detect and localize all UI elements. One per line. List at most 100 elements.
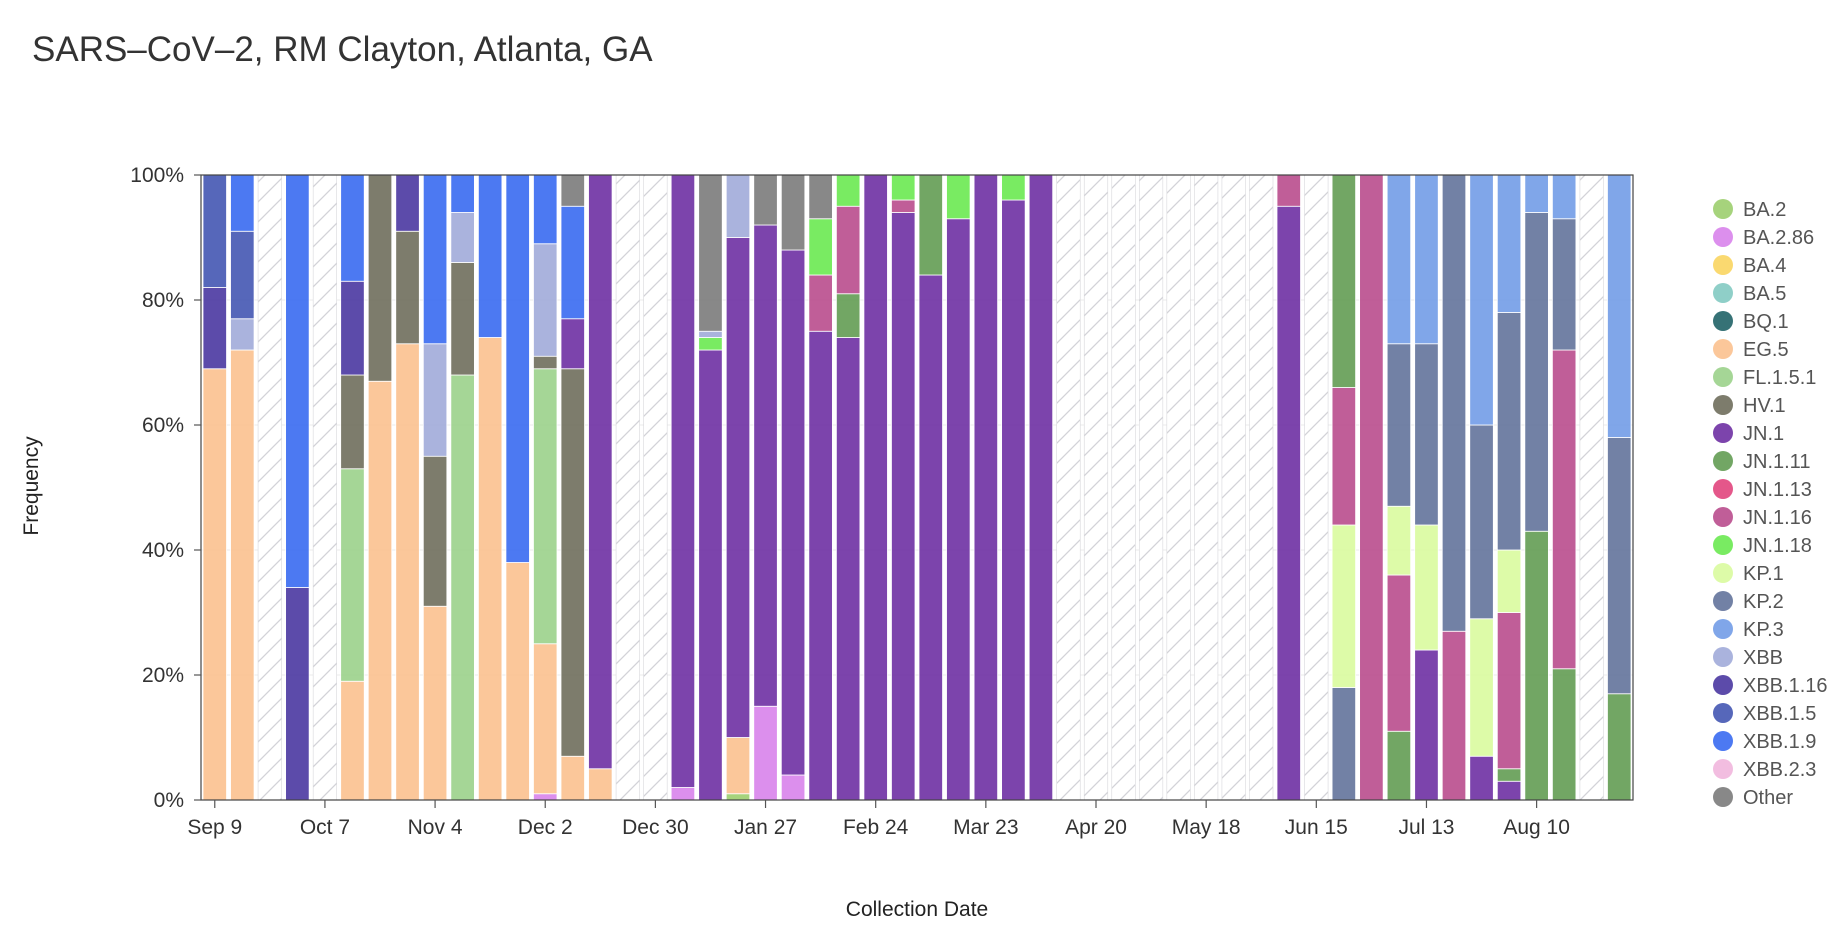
legend-item-kp-3[interactable]: KP.3 xyxy=(1713,619,1784,641)
bar-segment-jn-1 xyxy=(588,174,613,770)
no-data-bar xyxy=(1083,174,1109,801)
bar-segment-eg-5 xyxy=(560,755,585,801)
bar-segment-xbb-1-9 xyxy=(477,174,503,338)
bar-segment-jn-1-11 xyxy=(1524,530,1549,801)
legend-item-jn-1-18[interactable]: JN.1.18 xyxy=(1713,535,1812,557)
bar-segment-ba-2-86 xyxy=(533,793,558,801)
legend-swatch xyxy=(1713,367,1733,387)
bar-segment-jn-1-18 xyxy=(891,174,916,201)
legend-swatch xyxy=(1713,255,1733,275)
x-tick-label: Oct 7 xyxy=(300,816,350,839)
no-data-bar xyxy=(257,174,282,801)
legend-item-eg-5[interactable]: EG.5 xyxy=(1713,339,1789,361)
legend-item-hv-1[interactable]: HV.1 xyxy=(1713,395,1786,417)
week-bar-mar-9 xyxy=(918,174,943,801)
legend-swatch xyxy=(1713,647,1733,667)
legend-swatch xyxy=(1713,227,1733,247)
legend-item-jn-1[interactable]: JN.1 xyxy=(1713,423,1784,445)
bar-segment-xbb-1-9 xyxy=(560,205,585,320)
bar-segment-eg-5 xyxy=(505,562,530,801)
week-bar-jul-20 xyxy=(1441,174,1467,801)
legend: BA.2 BA.2.86 BA.4 BA.5 BQ.1 EG.5 FL.1.5.1 HV.1 J… xyxy=(1713,199,1828,809)
legend-swatch xyxy=(1713,619,1733,639)
week-bar-jan-27 xyxy=(753,174,778,801)
bar-segment-jn-1 xyxy=(1001,199,1026,801)
legend-item-xbb-1-5[interactable]: XBB.1.5 xyxy=(1713,703,1816,725)
bar-segment-hv-1 xyxy=(422,455,448,607)
bar-segment-eg-5 xyxy=(395,343,420,801)
legend-item-bq-1[interactable]: BQ.1 xyxy=(1713,311,1789,333)
no-data-bar xyxy=(1139,174,1164,801)
legend-item-jn-1-16[interactable]: JN.1.16 xyxy=(1713,507,1812,529)
y-axis: 0% 20% 40% 60% 80% 100% xyxy=(130,164,201,812)
legend-swatch xyxy=(1713,199,1733,219)
legend-item-ba-5[interactable]: BA.5 xyxy=(1713,283,1786,305)
week-bar-jun-22 xyxy=(1331,174,1357,801)
x-tick-label: Feb 24 xyxy=(843,816,909,839)
legend-label: JN.1.13 xyxy=(1743,479,1812,501)
bar-segment-xbb-1-16 xyxy=(340,280,365,376)
week-bar-feb-3 xyxy=(780,174,806,801)
no-data-bar xyxy=(1249,174,1274,801)
x-tick-label: Jan 27 xyxy=(734,816,797,839)
week-bar-jun-15 xyxy=(1304,174,1329,801)
legend-swatch xyxy=(1713,507,1733,527)
week-bar-apr-6 xyxy=(1028,174,1054,801)
bar-segment-jn-1-11 xyxy=(1496,768,1522,782)
legend-item-jn-1-11[interactable]: JN.1.11 xyxy=(1713,451,1810,473)
legend-item-jn-1-13[interactable]: JN.1.13 xyxy=(1713,479,1812,501)
legend-swatch xyxy=(1713,479,1733,499)
legend-item-ba-2[interactable]: BA.2 xyxy=(1713,199,1786,221)
bar-segment-eg-5 xyxy=(477,337,503,801)
bar-segment-ba-2 xyxy=(725,793,751,801)
legend-label: XBB.1.5 xyxy=(1743,703,1816,725)
bar-segment-fl-1-5-1 xyxy=(340,468,365,682)
legend-label: EG.5 xyxy=(1743,339,1789,361)
x-axis-title: Collection Date xyxy=(846,898,988,921)
legend-swatch xyxy=(1713,311,1733,331)
bar-segment-other xyxy=(780,174,806,251)
legend-item-xbb-2-3[interactable]: XBB.2.3 xyxy=(1713,759,1816,781)
bar-segment-jn-1 xyxy=(808,330,833,801)
legend-item-xbb-1-9[interactable]: XBB.1.9 xyxy=(1713,731,1816,753)
legend-swatch xyxy=(1713,283,1733,303)
week-bar-apr-13 xyxy=(1056,174,1081,801)
bar-segment-ba-2-86 xyxy=(780,774,806,801)
bar-segment-jn-1 xyxy=(891,212,916,801)
legend-item-xbb-1-16[interactable]: XBB.1.16 xyxy=(1713,675,1828,697)
bar-segment-jn-1 xyxy=(835,337,861,801)
bar-segment-jn-1-11 xyxy=(1386,730,1412,801)
week-bar-sep-9 xyxy=(202,174,227,801)
week-bar-oct-14 xyxy=(340,174,365,801)
bar-segment-xbb xyxy=(533,243,558,357)
bar-segment-jn-1-11 xyxy=(918,174,943,276)
legend-item-xbb[interactable]: XBB xyxy=(1713,647,1783,669)
bar-segment-hv-1 xyxy=(395,230,420,345)
legend-label: BA.2 xyxy=(1743,199,1786,221)
no-data-bar xyxy=(1194,174,1219,801)
legend-item-other[interactable]: Other xyxy=(1713,787,1793,809)
x-tick-label: Dec 2 xyxy=(518,816,573,839)
bar-segment-kp-1 xyxy=(1386,505,1412,576)
bar-segment-eg-5 xyxy=(533,643,558,795)
bar-segment-xbb-1-16 xyxy=(395,174,420,232)
bar-segment-jn-1-11 xyxy=(1331,174,1357,388)
bar-segment-jn-1-18 xyxy=(946,174,971,220)
legend-item-kp-2[interactable]: KP.2 xyxy=(1713,591,1784,613)
bar-segment-xbb-1-9 xyxy=(285,174,310,588)
legend-label: BA.5 xyxy=(1743,283,1786,305)
bar-segment-jn-1 xyxy=(780,249,806,776)
week-bar-dec-2 xyxy=(533,174,558,801)
bars xyxy=(202,174,1632,801)
week-bar-jul-27 xyxy=(1469,174,1494,801)
week-bar-aug-3 xyxy=(1496,174,1522,801)
legend-item-ba-2-86[interactable]: BA.2.86 xyxy=(1713,227,1814,249)
legend-label: BA.2.86 xyxy=(1743,227,1814,249)
legend-item-ba-4[interactable]: BA.4 xyxy=(1713,255,1786,277)
bar-segment-jn-1-16 xyxy=(1441,630,1467,801)
legend-swatch xyxy=(1713,423,1733,443)
legend-item-kp-1[interactable]: KP.1 xyxy=(1713,563,1784,585)
y-axis-title: Frequency xyxy=(20,436,43,536)
legend-item-fl-1-5-1[interactable]: FL.1.5.1 xyxy=(1713,367,1816,389)
